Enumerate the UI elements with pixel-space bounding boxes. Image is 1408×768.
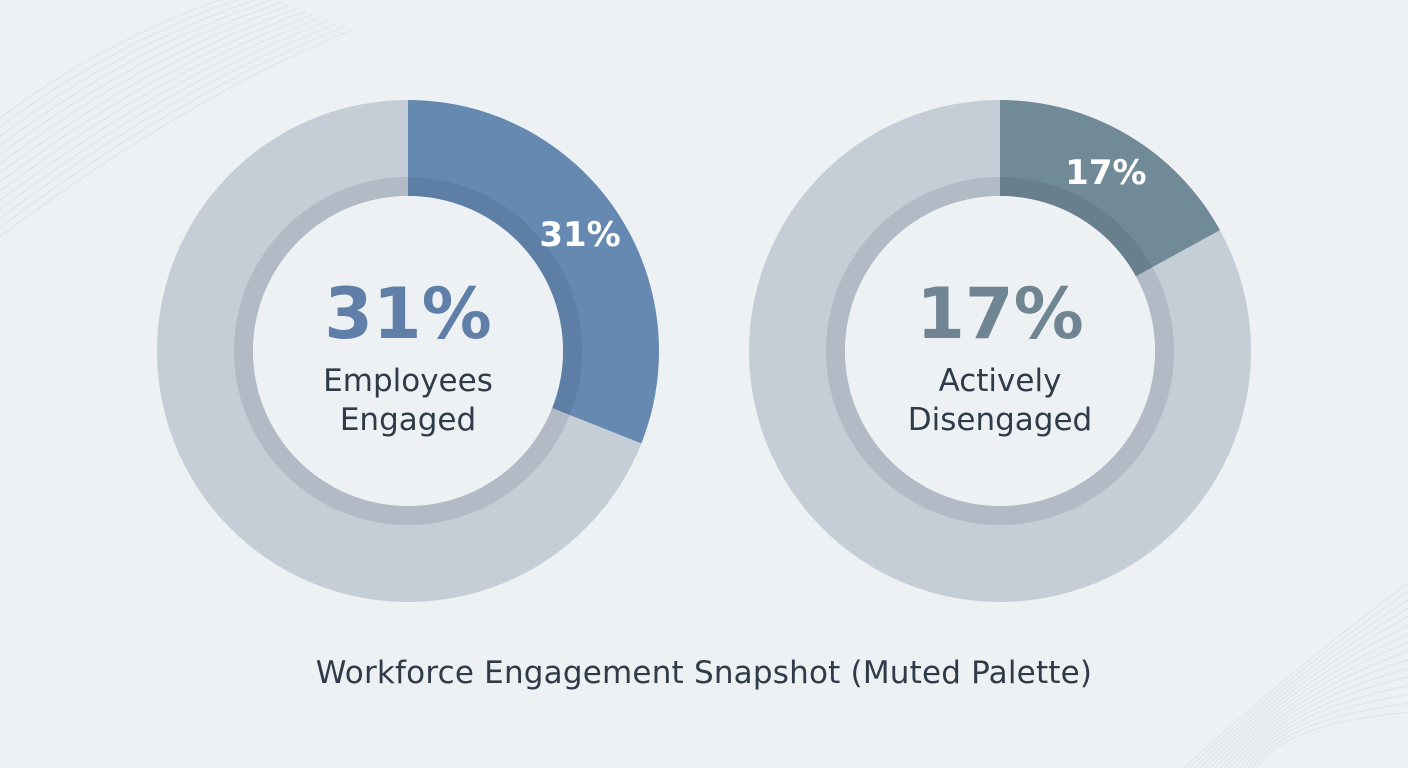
background-line	[1256, 711, 1408, 768]
background-line	[0, 0, 273, 147]
background-line	[0, 7, 299, 174]
slice-value-label: 17%	[1065, 153, 1146, 193]
center-label-line: Engaged	[340, 402, 476, 438]
background-line	[0, 4, 291, 165]
slice-value-label: 31%	[539, 215, 620, 255]
background-line	[1238, 676, 1408, 768]
center-label-line: Disengaged	[908, 402, 1092, 438]
center-label-line: Actively	[939, 363, 1062, 399]
background-line	[1247, 694, 1408, 768]
background-line	[0, 0, 240, 129]
background-line	[0, 28, 355, 238]
background-line	[1204, 616, 1408, 768]
background-line	[1183, 582, 1408, 768]
background-line	[0, 22, 339, 220]
background-line	[1243, 685, 1408, 768]
background-line	[1252, 702, 1408, 768]
background-line	[0, 0, 257, 138]
background-line	[1224, 650, 1408, 768]
donut-slice-value	[1000, 100, 1220, 277]
background-line	[1193, 599, 1408, 768]
donut-slice-remainder	[749, 100, 1251, 603]
donut-inner-band	[234, 177, 582, 525]
center-value: 31%	[324, 273, 492, 355]
center-value: 17%	[916, 273, 1084, 355]
donut-inner-band	[826, 177, 1174, 525]
donut-slice-remainder	[157, 100, 642, 602]
background-line	[1229, 659, 1408, 768]
chart-caption: Workforce Engagement Snapshot (Muted Pal…	[315, 655, 1093, 691]
donut-center	[845, 196, 1155, 506]
donut-slice-value	[408, 100, 659, 444]
background-line	[0, 1, 283, 156]
center-label-line: Employees	[323, 363, 493, 399]
background-line	[0, 10, 307, 183]
background-line	[1219, 641, 1408, 768]
background-line	[1209, 624, 1408, 768]
background-line	[0, 0, 222, 119]
background-line	[1214, 633, 1408, 768]
background-line	[0, 25, 347, 229]
donut-center	[253, 196, 563, 506]
background-line	[0, 13, 315, 192]
background-line	[1198, 607, 1408, 768]
background-line	[0, 19, 331, 211]
background-line	[0, 16, 323, 201]
background-line	[1188, 590, 1408, 768]
